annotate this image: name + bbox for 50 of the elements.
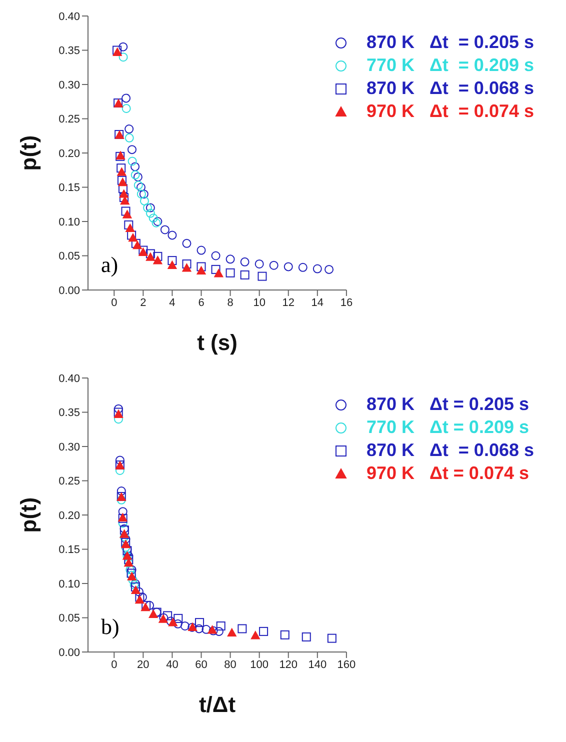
x-tick-label: 0 (111, 658, 118, 671)
x-tick-label: 14 (311, 296, 324, 309)
y-tick-label: 0.05 (58, 250, 80, 263)
x-tick-label: 8 (227, 296, 234, 309)
y-tick-label: 0.25 (58, 114, 80, 126)
y-tick-label: 0.00 (58, 284, 80, 297)
y-tick-label: 0.35 (58, 407, 80, 420)
y-tick-label: 0.30 (58, 79, 80, 92)
y-axis-title: p(t) (16, 135, 41, 171)
y-tick-label: 0.05 (58, 612, 80, 625)
x-tick-label: 20 (137, 658, 150, 671)
x-axis-title: t (s) (197, 330, 238, 355)
x-tick-label: 10 (253, 296, 266, 309)
legend-label: 770 K Δt = 0.209 s (366, 55, 534, 76)
y-tick-label: 0.35 (58, 45, 80, 58)
x-axis-title: t/Δt (198, 692, 236, 717)
legend-label: 870 K Δt = 0.205 s (366, 32, 534, 53)
y-tick-label: 0.15 (58, 544, 80, 556)
legend-label: 770 K Δt = 0.209 s (366, 417, 529, 438)
y-tick-label: 0.10 (58, 578, 80, 590)
x-tick-label: 4 (169, 296, 176, 309)
y-tick-label: 0.20 (58, 148, 80, 160)
x-tick-label: 80 (224, 658, 236, 671)
x-tick-label: 16 (340, 296, 353, 309)
x-tick-label: 40 (166, 658, 178, 671)
legend-label: 970 K Δt = 0.074 s (366, 463, 529, 484)
x-tick-label: 100 (250, 658, 269, 671)
x-tick-label: 12 (282, 296, 294, 309)
y-tick-label: 0.25 (58, 476, 80, 488)
y-tick-label: 0.15 (58, 182, 80, 194)
x-tick-label: 0 (111, 296, 118, 309)
x-tick-label: 120 (279, 658, 298, 671)
y-tick-label: 0.10 (58, 216, 80, 228)
annotation: b) (101, 614, 120, 640)
x-tick-label: 160 (337, 658, 356, 671)
legend-label: 970 K Δt = 0.074 s (366, 101, 534, 122)
y-tick-label: 0.20 (58, 510, 80, 522)
y-axis-title: p(t) (16, 497, 41, 533)
y-tick-label: 0.00 (58, 646, 80, 659)
x-tick-label: 6 (198, 296, 204, 309)
legend-label: 870 K Δt = 0.068 s (366, 78, 534, 99)
annotation: a) (101, 252, 118, 278)
y-tick-label: 0.40 (58, 372, 80, 385)
y-tick-label: 0.40 (58, 10, 80, 23)
legend-label: 870 K Δt = 0.205 s (366, 394, 529, 415)
x-tick-label: 60 (195, 658, 208, 671)
legend-label: 870 K Δt = 0.068 s (366, 440, 534, 461)
x-tick-label: 2 (140, 296, 146, 309)
y-tick-label: 0.30 (58, 441, 80, 454)
x-tick-label: 140 (308, 658, 327, 671)
